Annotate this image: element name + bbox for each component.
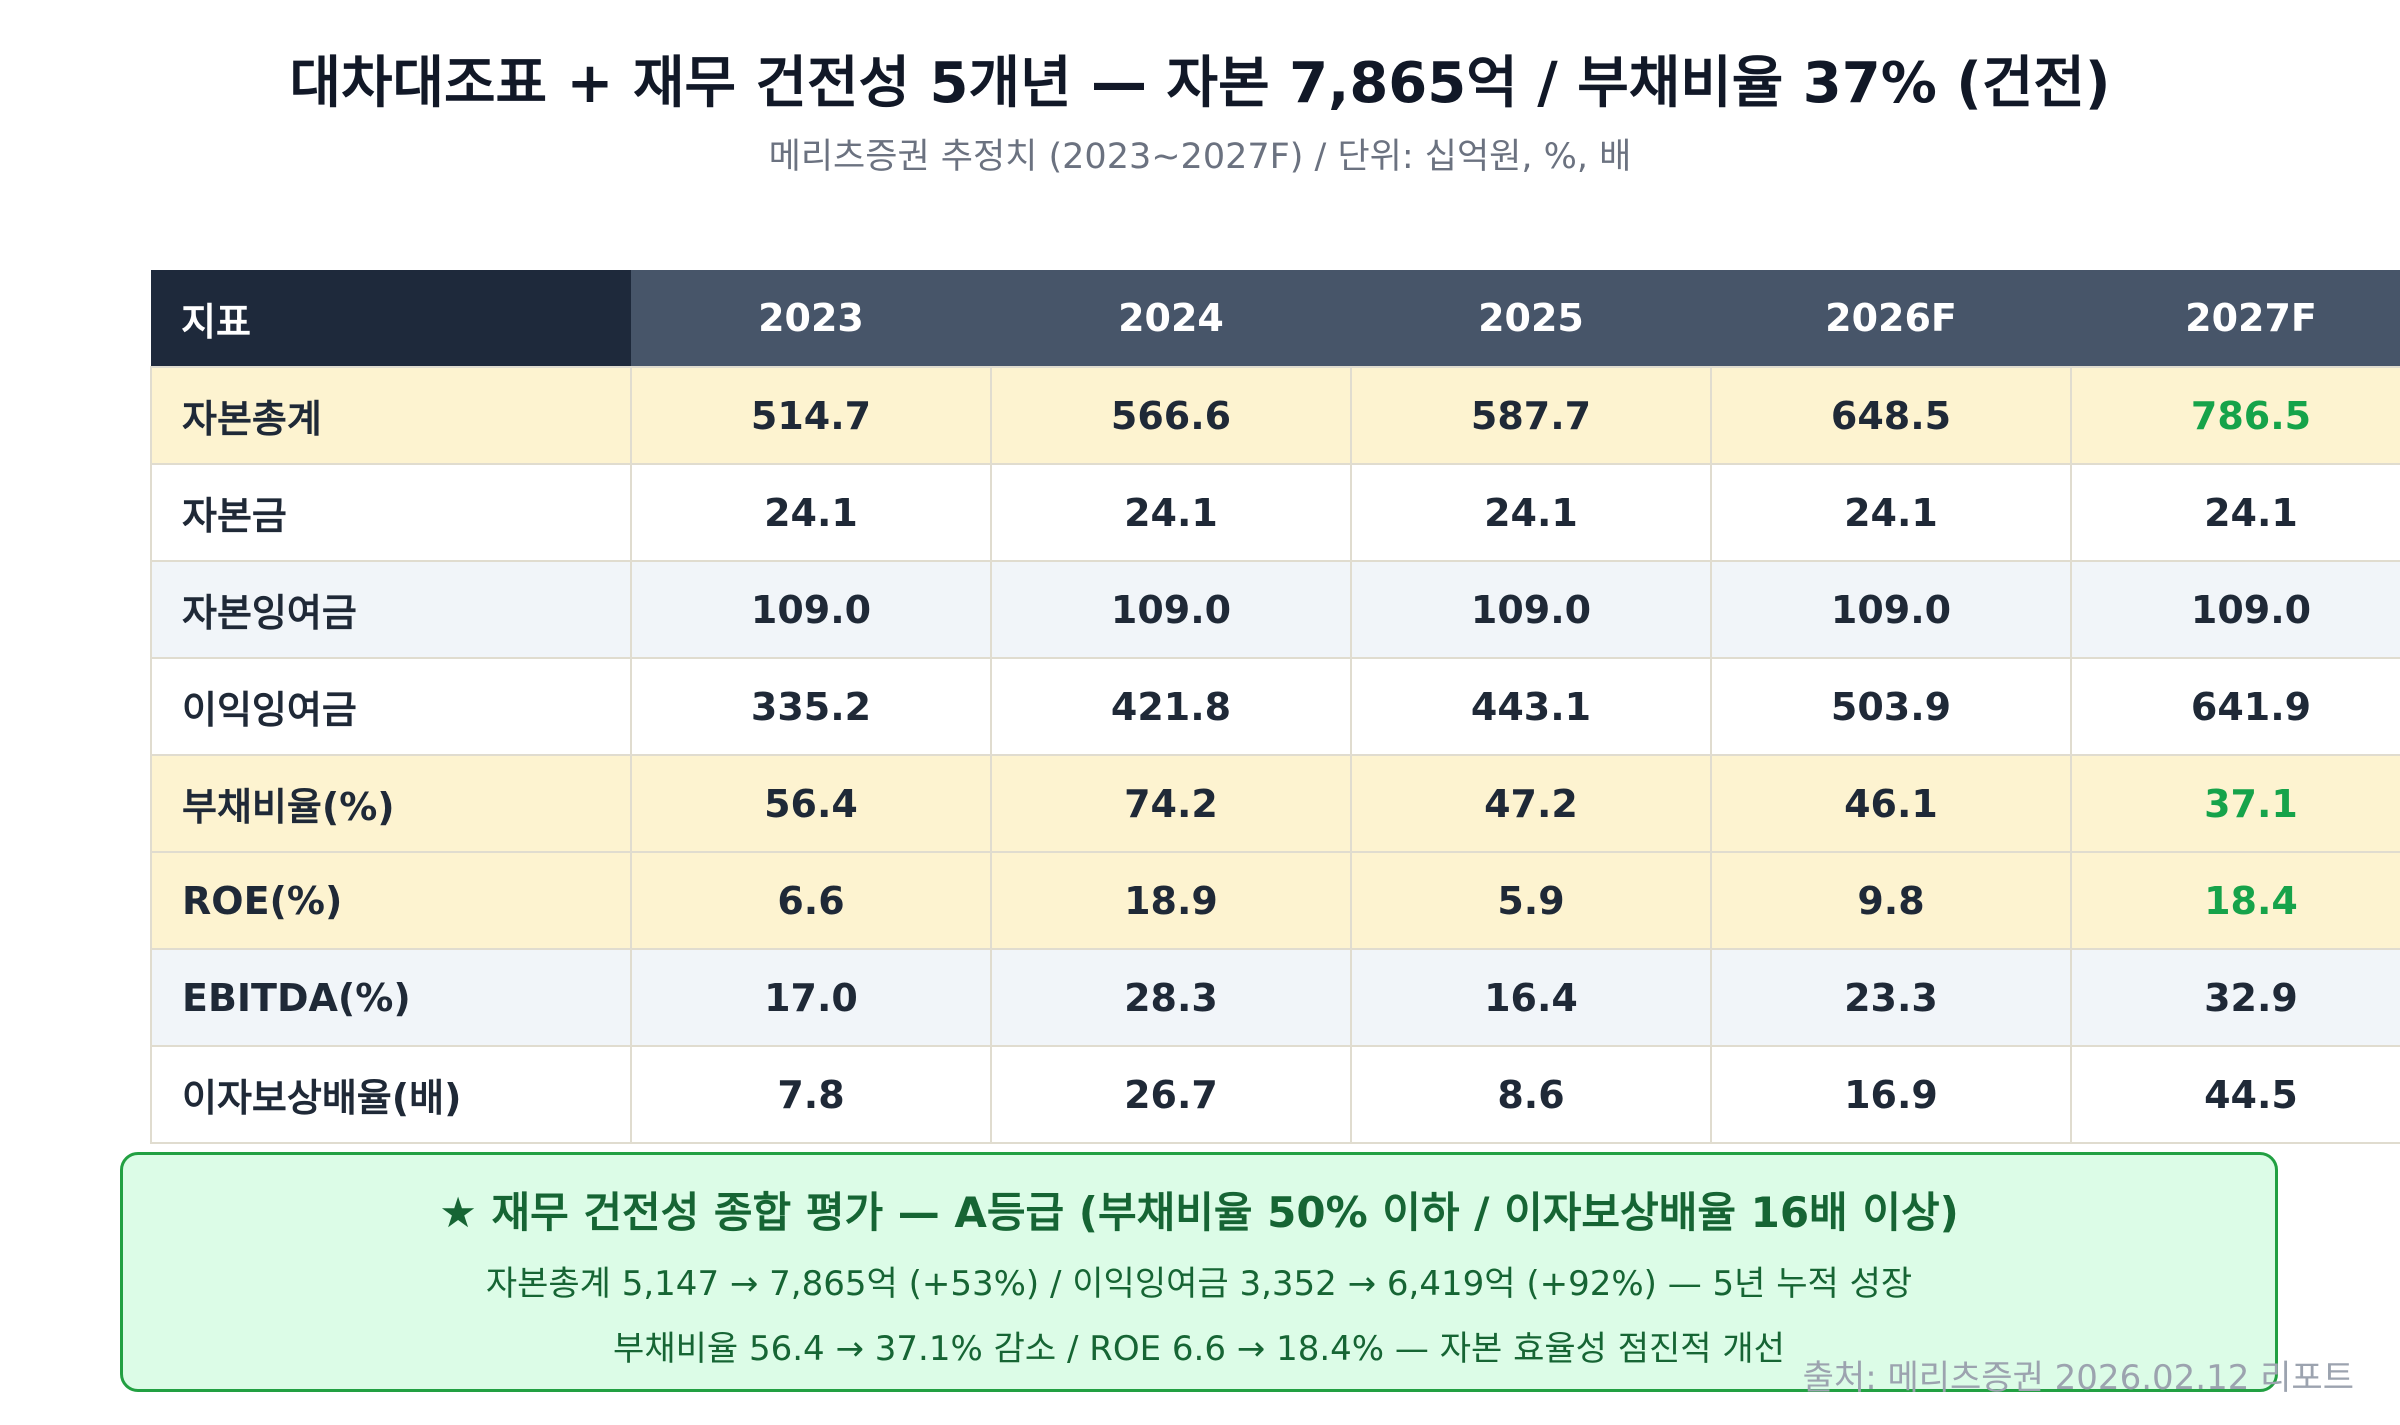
table-cell-highlight: 786.5 (2070, 366, 2400, 465)
table-cell: 648.5 (1710, 366, 2072, 465)
table-cell: 16.9 (1710, 1045, 2072, 1144)
table-cell: 24.1 (1350, 463, 1712, 562)
row-label: 이자보상배율(배) (150, 1045, 632, 1144)
row-label: 자본총계 (150, 366, 632, 465)
table-cell: 109.0 (2070, 560, 2400, 659)
table-cell: 503.9 (1710, 657, 2072, 756)
table-cell: 109.0 (630, 560, 992, 659)
table-cell: 8.6 (1350, 1045, 1712, 1144)
column-header-year: 2026F (1711, 270, 2071, 367)
table-cell: 587.7 (1350, 366, 1712, 465)
page-subtitle: 메리츠증권 추정치 (2023~2027F) / 단위: 십억원, %, 배 (768, 137, 1632, 177)
table-row-capital-surplus: 자본잉여금 109.0 109.0 109.0 109.0 109.0 (150, 560, 2400, 659)
summary-box: ★ 재무 건전성 종합 평가 — A등급 (부채비율 50% 이하 / 이자보상… (120, 1152, 2278, 1392)
table-cell: 56.4 (630, 754, 992, 853)
table-cell: 28.3 (990, 948, 1352, 1047)
table-cell: 514.7 (630, 366, 992, 465)
table-row-capital-stock: 자본금 24.1 24.1 24.1 24.1 24.1 (150, 463, 2400, 562)
table-cell: 24.1 (990, 463, 1352, 562)
table-cell: 9.8 (1710, 851, 2072, 950)
column-header-year: 2025 (1351, 270, 1711, 367)
table-cell-highlight: 18.4 (2070, 851, 2400, 950)
table-cell: 109.0 (1350, 560, 1712, 659)
table-cell: 46.1 (1710, 754, 2072, 853)
table-header-row: 지표 2023 2024 2025 2026F 2027F (151, 270, 2400, 367)
page-title: 대차대조표 + 재무 건전성 5개년 — 자본 7,865억 / 부채비율 37… (289, 51, 2111, 116)
column-header-year: 2024 (991, 270, 1351, 367)
table-cell: 421.8 (990, 657, 1352, 756)
source-note: 출처: 메리츠증권 2026.02.12 리포트 (1802, 1358, 2354, 1398)
row-label: 이익잉여금 (150, 657, 632, 756)
table-row-ebitda: EBITDA(%) 17.0 28.3 16.4 23.3 32.9 (150, 948, 2400, 1047)
row-label: 부채비율(%) (150, 754, 632, 853)
table-cell: 24.1 (1710, 463, 2072, 562)
table-row-debt-ratio: 부채비율(%) 56.4 74.2 47.2 46.1 37.1 (150, 754, 2400, 853)
table-cell: 24.1 (2070, 463, 2400, 562)
table-cell: 335.2 (630, 657, 992, 756)
table-cell: 74.2 (990, 754, 1352, 853)
column-header-indicator: 지표 (151, 270, 631, 367)
table-row-total-equity: 자본총계 514.7 566.6 587.7 648.5 786.5 (150, 366, 2400, 465)
table-cell: 5.9 (1350, 851, 1712, 950)
row-label: EBITDA(%) (150, 948, 632, 1047)
row-label: ROE(%) (150, 851, 632, 950)
row-label: 자본금 (150, 463, 632, 562)
table-cell: 23.3 (1710, 948, 2072, 1047)
table-cell: 44.5 (2070, 1045, 2400, 1144)
table-cell: 566.6 (990, 366, 1352, 465)
table-cell: 17.0 (630, 948, 992, 1047)
table-cell-highlight: 37.1 (2070, 754, 2400, 853)
table-cell: 443.1 (1350, 657, 1712, 756)
summary-line: 부채비율 56.4 → 37.1% 감소 / ROE 6.6 → 18.4% —… (613, 1329, 1785, 1369)
table-row-retained-earnings: 이익잉여금 335.2 421.8 443.1 503.9 641.9 (150, 657, 2400, 756)
table-cell: 26.7 (990, 1045, 1352, 1144)
summary-title: ★ 재무 건전성 종합 평가 — A등급 (부채비율 50% 이하 / 이자보상… (439, 1188, 1959, 1237)
table-cell: 16.4 (1350, 948, 1712, 1047)
column-header-year: 2023 (631, 270, 991, 367)
table-cell: 7.8 (630, 1045, 992, 1144)
table-cell: 6.6 (630, 851, 992, 950)
table-cell: 109.0 (990, 560, 1352, 659)
table-cell: 24.1 (630, 463, 992, 562)
column-header-year: 2027F (2071, 270, 2400, 367)
financial-table: 지표 2023 2024 2025 2026F 2027F 자본총계 514.7… (150, 270, 2400, 1144)
table-cell: 641.9 (2070, 657, 2400, 756)
row-label: 자본잉여금 (150, 560, 632, 659)
table-cell: 32.9 (2070, 948, 2400, 1047)
table-row-roe: ROE(%) 6.6 18.9 5.9 9.8 18.4 (150, 851, 2400, 950)
summary-line: 자본총계 5,147 → 7,865억 (+53%) / 이익잉여금 3,352… (485, 1264, 1913, 1304)
table-cell: 47.2 (1350, 754, 1712, 853)
table-row-interest-coverage: 이자보상배율(배) 7.8 26.7 8.6 16.9 44.5 (150, 1045, 2400, 1144)
table-cell: 109.0 (1710, 560, 2072, 659)
table-cell: 18.9 (990, 851, 1352, 950)
